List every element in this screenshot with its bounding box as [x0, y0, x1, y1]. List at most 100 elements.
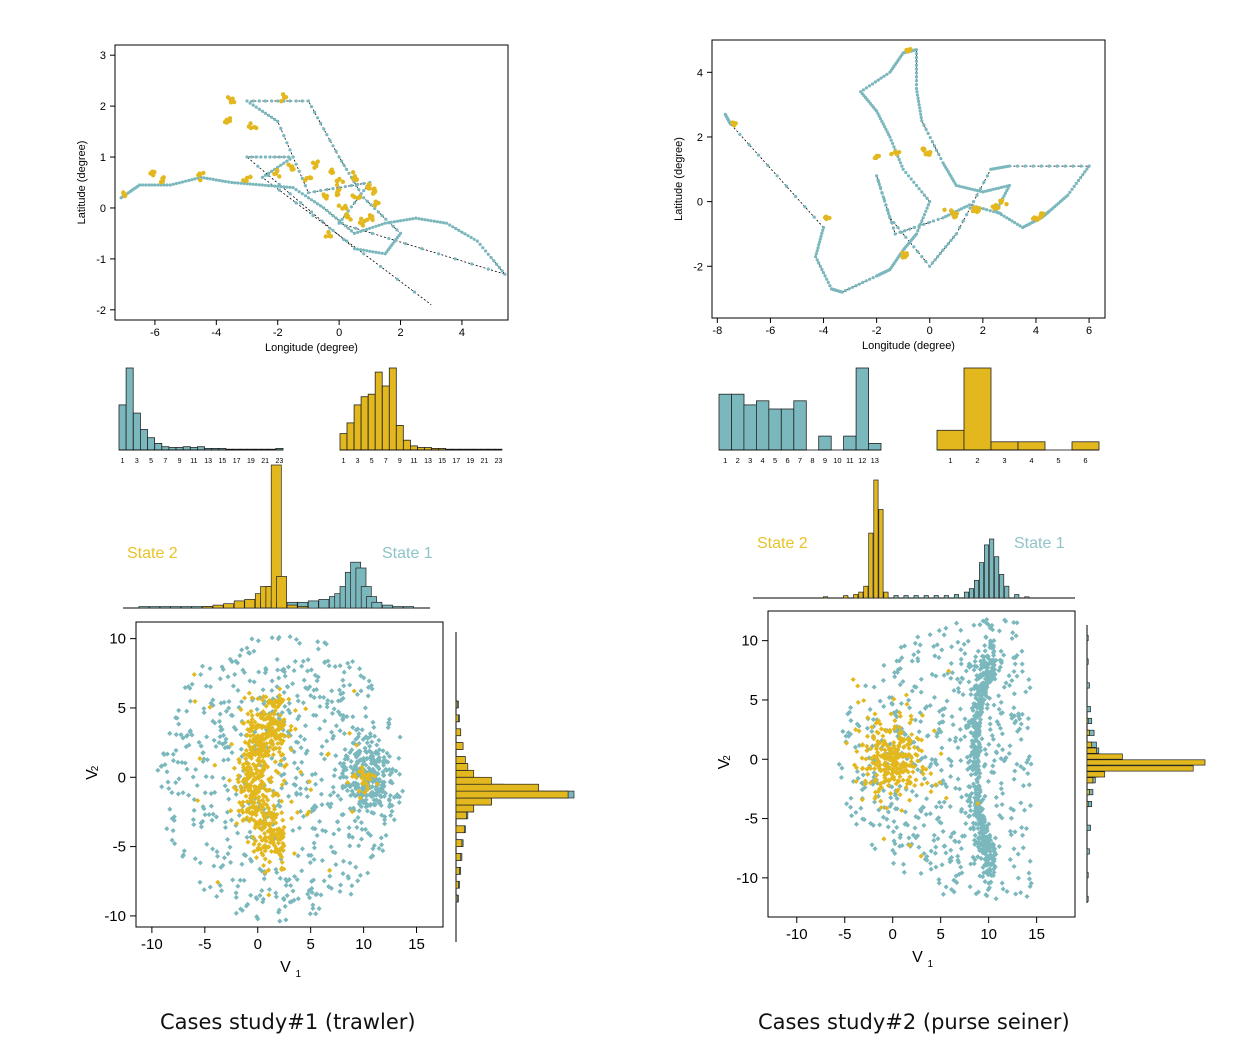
state1-point: [1008, 832, 1014, 838]
state1-point: [299, 663, 305, 669]
histogram-bar: [793, 400, 807, 451]
state1-point: [892, 221, 896, 225]
top-marginal-bar-state1: [307, 600, 319, 609]
state1-point: [875, 174, 879, 178]
state1-point: [989, 622, 995, 628]
state2-point: [855, 699, 861, 705]
state1-point: [983, 634, 989, 641]
state2-point: [267, 859, 273, 865]
right-marginal-bar-state2: [455, 742, 464, 750]
state1-point: [475, 239, 479, 243]
state2-point: [919, 737, 925, 743]
state1-point: [952, 878, 958, 884]
y-tick-label: 5: [750, 692, 758, 709]
state1-point: [288, 157, 292, 161]
state1-point: [300, 192, 304, 196]
right-marginal-bar-state1: [1086, 658, 1089, 665]
state1-point: [1021, 807, 1028, 813]
state1-point: [836, 761, 842, 767]
state1-point: [871, 684, 877, 690]
state1-point: [331, 228, 335, 232]
state1-point: [970, 187, 974, 191]
state1-point: [347, 843, 353, 849]
state2-point: [262, 761, 268, 767]
top-marginal-bar-state1: [392, 606, 404, 609]
state1-point: [153, 183, 157, 187]
state1-point: [226, 796, 232, 802]
state1-point: [251, 679, 257, 685]
state2-point: [275, 847, 281, 853]
state1-point: [276, 99, 280, 103]
state1-point: [297, 190, 301, 194]
state1-point: [938, 251, 943, 255]
state1-point: [349, 184, 353, 188]
state1-point: [374, 758, 380, 764]
state2-label: State 2: [127, 545, 178, 562]
state1-point: [948, 675, 954, 681]
y-tick-label: -2: [96, 305, 106, 317]
histogram-tick-label: 4: [1029, 456, 1033, 465]
state1-point: [962, 734, 968, 740]
state1-point: [981, 190, 985, 194]
state1-point: [1011, 691, 1017, 697]
state1-point: [879, 117, 883, 121]
state1-point: [939, 157, 943, 161]
state1-point: [359, 826, 365, 832]
state1-point: [269, 635, 275, 641]
state2-point: [364, 781, 370, 787]
state1-point: [892, 792, 898, 798]
state1-point: [958, 656, 964, 662]
state1-point: [225, 851, 231, 857]
state2-point: [912, 782, 918, 789]
state1-point: [384, 750, 390, 756]
state1-point: [914, 75, 919, 79]
histogram-tick-label: 11: [190, 458, 197, 465]
state1-point: [876, 78, 880, 82]
state1-point: [1018, 763, 1024, 770]
state1-point: [395, 219, 400, 223]
state1-point: [928, 136, 932, 140]
state2-point: [327, 233, 332, 239]
state1-point: [353, 864, 359, 870]
state1-point: [877, 182, 881, 186]
state2-point: [196, 173, 201, 178]
state1-point: [1003, 191, 1008, 195]
state1-point: [1063, 164, 1067, 168]
state1-point: [932, 850, 938, 856]
state1-point: [972, 755, 978, 761]
state1-point: [881, 662, 887, 668]
state1-point: [957, 786, 963, 792]
state1-point: [1016, 713, 1022, 719]
state1-point: [335, 793, 341, 799]
state1-point: [978, 187, 983, 191]
state1-point: [322, 718, 328, 724]
state1-point: [1013, 221, 1017, 225]
state1-point: [999, 731, 1005, 737]
state1-point: [1013, 891, 1019, 897]
state1-point: [1024, 893, 1030, 900]
state1-point: [1006, 186, 1010, 190]
state2-point: [274, 791, 280, 797]
state1-point: [1085, 167, 1089, 171]
state1-point: [976, 705, 982, 711]
state1-point: [222, 783, 228, 789]
state2-point: [254, 125, 259, 131]
state1-point: [299, 201, 303, 205]
state2-point: [911, 744, 918, 750]
state1-point: [250, 155, 254, 159]
state1-point: [913, 793, 920, 799]
state2-point: [900, 760, 906, 766]
state1-point: [970, 854, 976, 860]
state1-point: [917, 103, 921, 107]
state1-point: [377, 251, 381, 255]
state2-point: [895, 747, 901, 753]
state2-point: [161, 175, 166, 180]
state1-point: [170, 828, 176, 834]
state1-point: [897, 682, 903, 688]
state1-point: [359, 229, 363, 233]
top-marginal-bar-state2: [858, 591, 864, 599]
state1-point: [347, 171, 351, 175]
state1-point: [274, 656, 280, 662]
state1-point: [329, 699, 335, 705]
state1-point: [238, 732, 244, 738]
